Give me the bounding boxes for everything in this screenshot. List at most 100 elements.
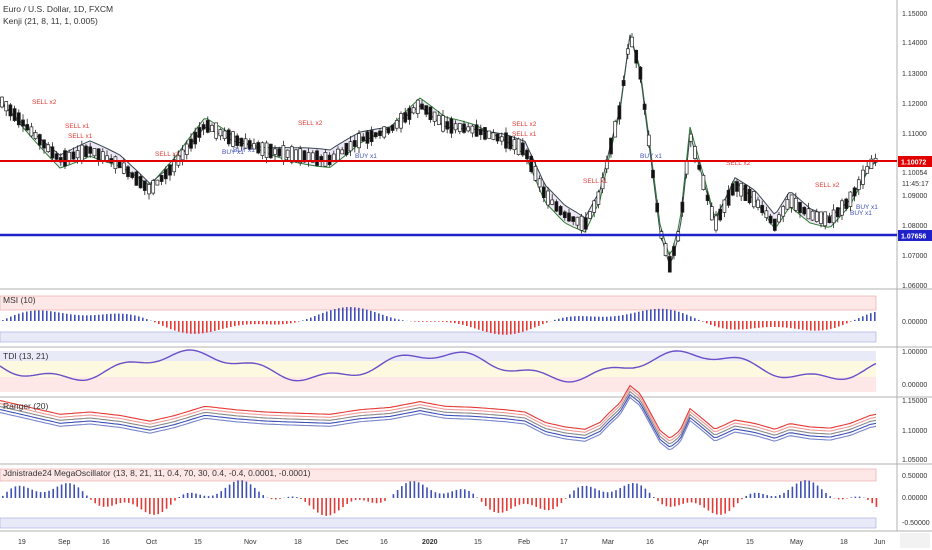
msi-bar [342,307,344,321]
msi-bar [98,314,100,321]
mega-bar [640,485,642,498]
time-tick: 16 [102,539,110,546]
candle-body [96,148,101,161]
msi-bar [418,321,420,322]
mega-bar [674,498,676,507]
msi-bar [374,312,376,321]
candle-body [588,211,592,219]
mega-bar [52,488,54,498]
tdi-axis-tick: 0.00000 [902,382,927,389]
candle-body [231,131,235,147]
tdi-title: TDI (13, 21) [3,351,49,361]
msi-bar [94,315,96,321]
candle-body [298,148,303,164]
mega-bar [489,498,491,510]
msi-bar [290,321,292,324]
candle-body [617,105,622,120]
candle-body [411,107,416,114]
blue-price-badge [898,230,932,241]
candle-body [655,202,660,213]
msi-bar [502,321,504,335]
mega-bar [199,494,201,498]
mega-bar [724,498,726,514]
mega-bar [73,484,75,498]
candle-body [835,207,840,218]
mega-bar [186,493,189,498]
msi-bar [574,316,576,321]
mega-bar [338,498,340,511]
mega-axis-tick: -0.50000 [902,520,930,527]
msi-bar [842,321,844,326]
msi-bar [518,321,520,333]
candle-body [289,146,294,163]
price-tick: 1.08000 [902,223,927,230]
candle-body [159,174,164,182]
candle-body [512,139,517,151]
msi-bar [538,321,540,326]
msi-bar [558,318,560,321]
msi-bar [322,312,324,321]
candle-body [235,135,240,146]
candle-body [693,146,697,159]
candle-body [100,151,105,162]
mega-bar [321,498,323,515]
msi-bar [14,315,16,321]
candle-body [592,200,597,213]
candle-body [579,215,584,231]
msi-bar [790,321,792,329]
mega-bar [18,485,21,498]
mega-bar [808,480,810,498]
mega-bar [350,498,353,502]
mega-bar [728,498,731,511]
mega-bar [165,498,168,509]
msi-bar [334,309,336,321]
candle-body [361,136,366,142]
msi-bar [246,321,248,325]
msi-bar [434,321,436,322]
mega-bar [867,498,869,500]
mega-bar [522,498,525,504]
candle-body [247,140,252,150]
msi-bar [694,318,696,321]
msi-bar [534,321,536,328]
mega-title: Jdnistrade24 MegaOscillator (13, 8, 21, … [3,468,311,478]
msi-bar [58,312,60,321]
msi-bar [714,321,716,327]
candle-body [823,211,828,227]
mega-bar [850,497,852,498]
chart-settings-corner[interactable] [900,533,930,548]
mega-bar [703,498,705,508]
candle-body [163,169,168,180]
candle-body [344,142,349,156]
msi-bar [754,321,756,329]
msi-bar [318,314,320,321]
time-axis[interactable]: 19 Sep 16 Oct 15 Nov 18 Dec 16 2020 15 F… [18,539,885,546]
msi-bar [238,321,240,326]
candle-body [567,212,571,222]
mega-bar [741,498,743,500]
mega-bar [459,489,462,498]
msi-bar [650,309,652,321]
msi-bar [278,321,280,325]
msi-bar [614,316,616,321]
candle-body [462,123,466,133]
candle-body [504,132,508,149]
mega-bar [111,498,113,506]
msi-bar [486,321,488,333]
msi-bar [282,321,284,325]
candle-body [680,201,685,213]
mega-upper-band [0,468,877,482]
msi-bar [494,321,496,334]
msi-bar [478,321,480,330]
mega-bar [816,485,819,498]
price-tick: 1.15000 [902,11,927,18]
time-tick: May [790,539,804,546]
mega-bar [182,494,185,498]
candle-body [550,199,555,205]
msi-bar [66,313,68,321]
msi-bar [462,321,464,325]
mega-bar [598,490,600,498]
mega-bar [800,481,802,498]
msi-bar [86,315,88,321]
